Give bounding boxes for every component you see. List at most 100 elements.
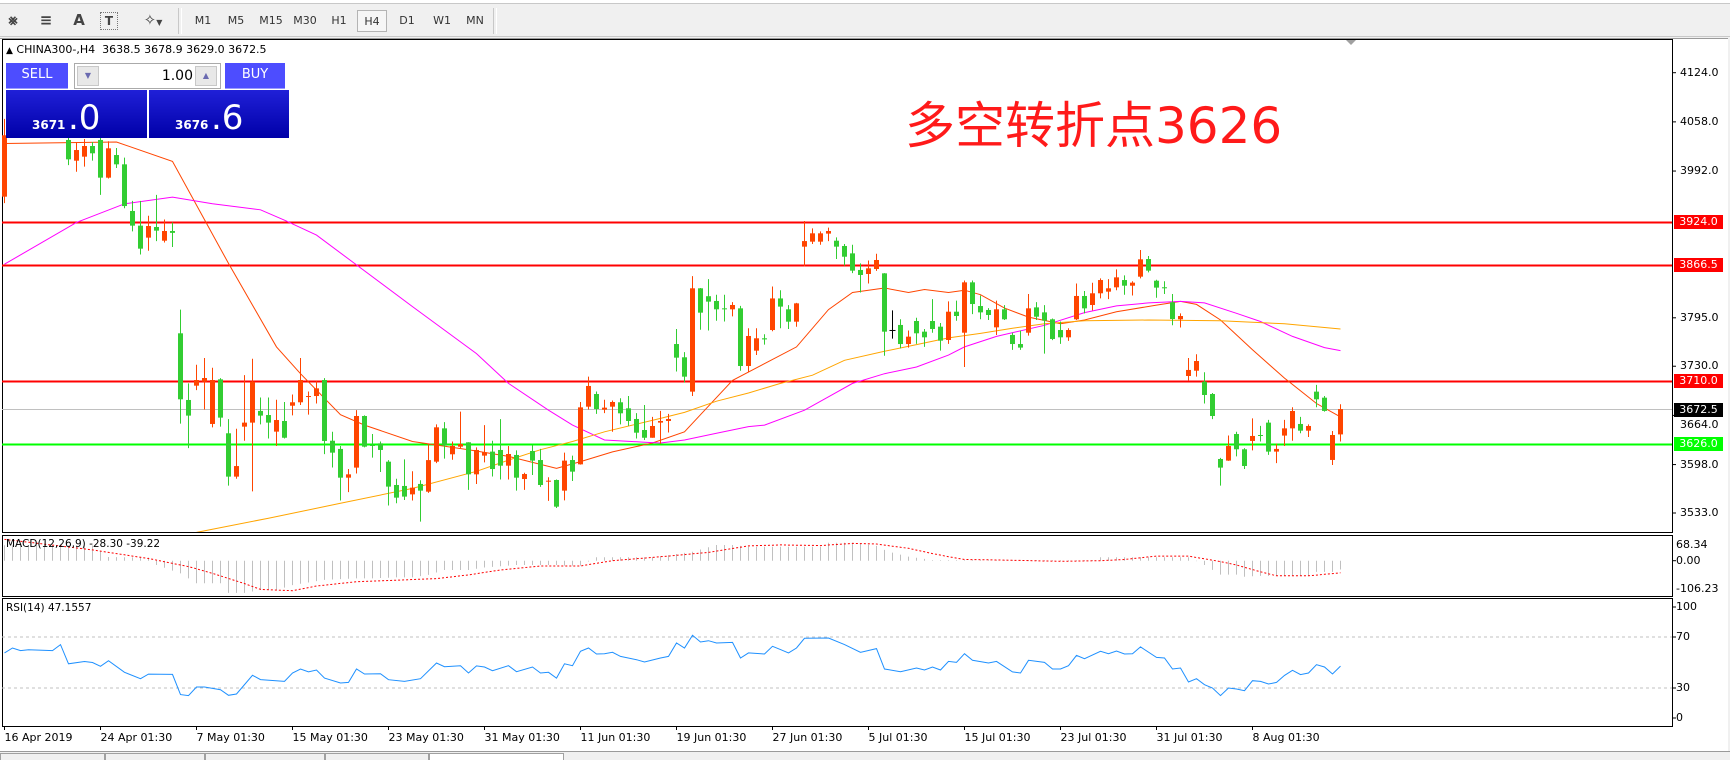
candle — [1066, 328, 1071, 341]
timeframe-h4[interactable]: H4 — [357, 10, 387, 32]
rsi-pane-frame — [2, 598, 1673, 727]
candle — [706, 279, 711, 331]
candle-body — [194, 380, 199, 386]
candle-body — [506, 453, 511, 466]
collapse-arrow-icon[interactable]: ▲ — [6, 46, 13, 56]
candle-body — [1242, 449, 1247, 466]
candle-body — [610, 401, 615, 407]
candle — [970, 280, 975, 315]
chart-annotation-text[interactable]: 多空转折点3626 — [905, 97, 1283, 155]
candle-body — [226, 433, 231, 477]
sell-price[interactable]: 3671 .0 — [6, 90, 147, 138]
chart-tab-active[interactable] — [429, 753, 564, 760]
candle-body — [234, 466, 239, 477]
candle-body — [1082, 295, 1087, 309]
candle — [978, 295, 983, 320]
candle-body — [482, 452, 487, 456]
candle-body — [1002, 309, 1007, 320]
chart-window[interactable] — [0, 38, 1728, 751]
timeframe-m1[interactable]: M1 — [194, 14, 212, 27]
candle — [106, 141, 111, 179]
candle — [994, 300, 999, 335]
candle — [514, 450, 519, 491]
chart-shift-marker-icon — [1346, 40, 1356, 45]
candle — [402, 459, 407, 500]
candle-body — [306, 396, 311, 398]
candle — [362, 415, 367, 448]
timeframe-d1[interactable]: D1 — [399, 14, 415, 27]
fibonacci-icon[interactable]: ≡ — [39, 11, 53, 29]
candle-body — [338, 448, 343, 478]
candle-body — [474, 449, 479, 475]
timeframe-h1[interactable]: H1 — [331, 14, 347, 27]
candle-body — [754, 338, 759, 351]
candle-body — [410, 487, 415, 495]
moving-average-line — [4, 196, 1341, 444]
timeframe-m5[interactable]: M5 — [227, 14, 245, 27]
candle-body — [826, 231, 831, 234]
chart-tab[interactable] — [325, 753, 429, 760]
volume-decrease-icon[interactable]: ▼ — [77, 66, 99, 86]
candle — [314, 381, 319, 404]
candle — [1058, 321, 1063, 344]
candle-body — [818, 233, 823, 242]
candle-body — [282, 420, 287, 438]
text-label-icon[interactable]: T — [100, 12, 118, 30]
candle — [922, 328, 927, 347]
chart-tab[interactable] — [105, 753, 205, 760]
price-chart — [2, 118, 1672, 532]
candle — [1050, 318, 1055, 341]
candle — [1298, 416, 1303, 434]
chart-tab[interactable] — [205, 753, 325, 760]
candle — [1314, 384, 1319, 408]
sell-button[interactable]: SELL — [6, 63, 68, 89]
level-price-label: 3866.5 — [1674, 257, 1723, 272]
candle — [938, 323, 943, 351]
timeframe-mn[interactable]: MN — [466, 14, 484, 27]
candle-body — [1010, 334, 1015, 345]
candle — [1194, 354, 1199, 377]
volume-increase-icon[interactable]: ▲ — [195, 66, 217, 86]
elliott-wave-icon[interactable]: ⨳ — [8, 11, 18, 29]
timeframe-m15[interactable]: M15 — [259, 14, 283, 27]
candle — [754, 328, 759, 356]
candle — [954, 300, 959, 321]
time-axis-label: 31 May 01:30 — [484, 731, 560, 744]
time-axis-label: 27 Jun 01:30 — [772, 731, 843, 744]
candle — [506, 445, 511, 480]
candle — [618, 398, 623, 425]
buy-price[interactable]: 3676 .6 — [149, 90, 289, 138]
candle — [538, 448, 543, 487]
candle — [210, 367, 215, 428]
candle-body — [2, 135, 7, 197]
arrows-dropdown-icon[interactable]: ✧▼ — [136, 9, 170, 31]
text-icon[interactable]: A — [73, 11, 85, 29]
candle — [658, 410, 663, 444]
candle — [290, 394, 295, 416]
timeframe-w1[interactable]: W1 — [433, 14, 451, 27]
chart-tab[interactable] — [0, 753, 105, 760]
price-axis-label: 3992.0 — [1680, 164, 1719, 178]
candle-body — [1018, 344, 1023, 348]
price-axis-label: 3795.0 — [1680, 310, 1719, 324]
candle-body — [898, 324, 903, 345]
candle-body — [210, 380, 215, 424]
candle — [786, 305, 791, 329]
candle-body — [1314, 391, 1319, 400]
buy-button[interactable]: BUY — [225, 63, 285, 89]
candle-body — [1178, 316, 1183, 320]
volume-input[interactable]: 1.00 — [161, 68, 193, 84]
candle — [130, 200, 135, 232]
candle-body — [746, 335, 751, 367]
rsi-axis-label: 70 — [1676, 630, 1690, 643]
candle — [610, 400, 615, 432]
timeframe-m30[interactable]: M30 — [293, 14, 317, 27]
candle — [1226, 435, 1231, 461]
candle-body — [1194, 361, 1199, 371]
window-tab-strip — [0, 0, 1730, 4]
candle-body — [546, 480, 551, 482]
candle — [146, 215, 151, 251]
candle — [1130, 281, 1135, 296]
candle-body — [1330, 434, 1335, 460]
